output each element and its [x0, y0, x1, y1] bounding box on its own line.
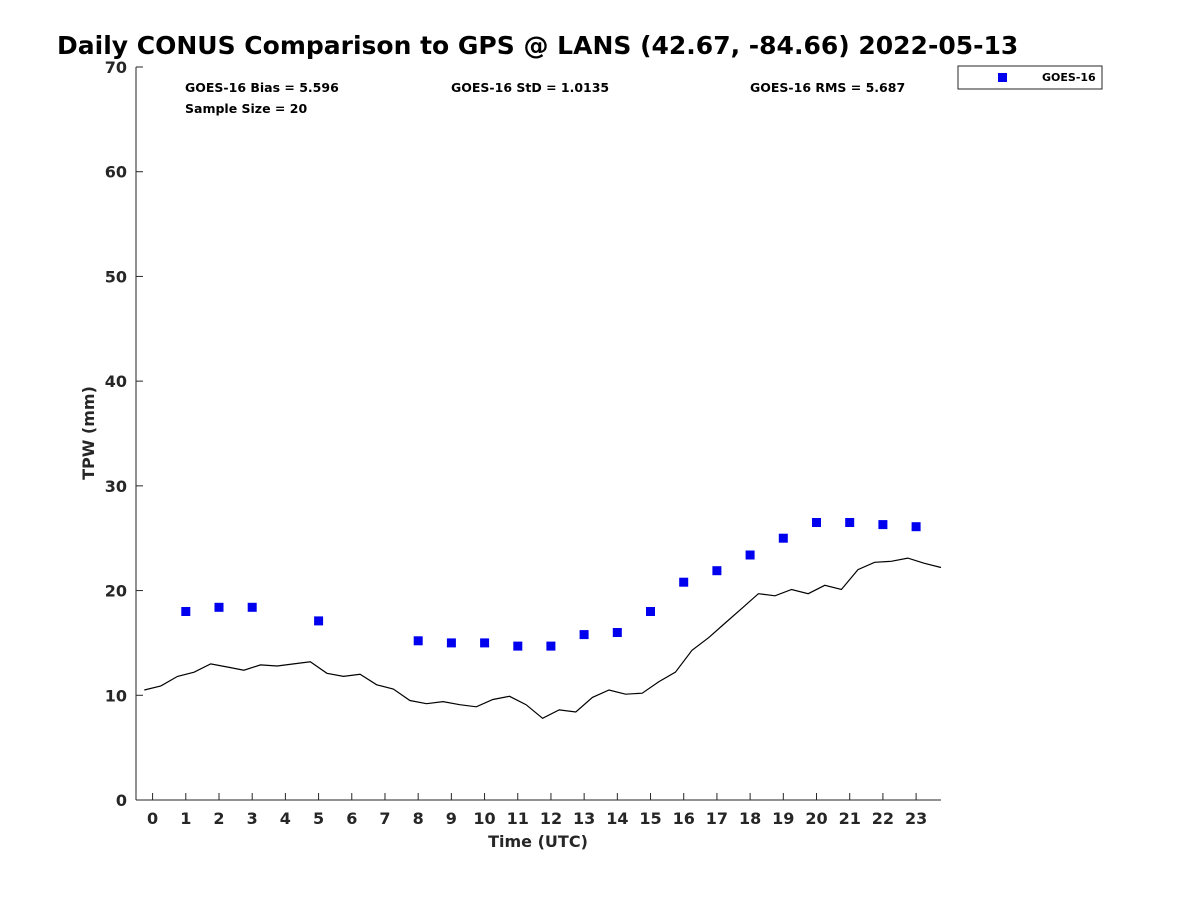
chart-title: Daily CONUS Comparison to GPS @ LANS (42…	[57, 31, 1018, 60]
y-tick-label: 20	[105, 582, 127, 601]
x-axis-ticks: 0 1 2 3 4 5 6 7 8 9 10 11 12 13 14 15 16 17 18 19 20 21 22 23	[147, 793, 927, 828]
y-axis-label: TPW (mm)	[79, 386, 98, 480]
goes16-point	[646, 607, 655, 616]
legend-label-goes16: GOES-16	[1042, 71, 1096, 84]
x-tick-label: 12	[540, 809, 562, 828]
goes16-point	[247, 602, 257, 612]
x-tick-label: 2	[213, 809, 224, 828]
y-tick-label: 0	[116, 791, 127, 810]
y-tick-label: 30	[105, 477, 127, 496]
x-axis-label: Time (UTC)	[488, 832, 588, 851]
goes16-point	[679, 577, 689, 587]
goes16-point	[911, 522, 921, 532]
goes16-point	[712, 566, 722, 576]
x-tick-label: 1	[180, 809, 191, 828]
y-axis-ticks: 0 10 20 30 40 50 60 70	[105, 58, 143, 810]
goes16-point	[778, 533, 788, 543]
x-tick-label: 19	[772, 809, 794, 828]
x-tick-label: 0	[147, 809, 158, 828]
goes16-point	[513, 641, 523, 651]
x-tick-label: 4	[280, 809, 291, 828]
x-tick-label: 15	[639, 809, 661, 828]
legend-marker	[998, 73, 1007, 82]
y-tick-label: 70	[105, 58, 127, 77]
rms-stat: GOES-16 RMS = 5.687	[750, 80, 905, 95]
y-tick-label: 10	[105, 686, 127, 705]
bias-stat: GOES-16 Bias = 5.596	[185, 80, 339, 95]
goes16-scatter-series	[181, 518, 921, 651]
x-tick-label: 20	[805, 809, 827, 828]
legend: GOES-16	[957, 65, 1103, 90]
goes16-point	[480, 638, 490, 648]
goes16-point	[214, 602, 224, 612]
goes16-point	[314, 616, 324, 626]
x-tick-label: 8	[413, 809, 424, 828]
legend-box	[957, 65, 1103, 90]
x-tick-label: 13	[573, 809, 595, 828]
sample-size-stat: Sample Size = 20	[185, 101, 307, 116]
x-tick-label: 17	[706, 809, 728, 828]
goes16-point	[812, 518, 821, 527]
std-stat: GOES-16 StD = 1.0135	[451, 80, 609, 95]
x-tick-label: 5	[313, 809, 324, 828]
goes16-point	[745, 550, 755, 560]
x-tick-label: 6	[346, 809, 357, 828]
goes16-point	[413, 636, 423, 646]
gps-tpw-line	[144, 557, 942, 720]
goes16-point	[546, 641, 556, 651]
x-tick-label: 9	[446, 809, 457, 828]
plot-area	[135, 67, 941, 801]
goes16-point	[579, 630, 589, 640]
goes16-point	[181, 607, 191, 616]
x-tick-label: 11	[507, 809, 529, 828]
x-tick-label: 10	[473, 809, 495, 828]
x-tick-label: 21	[839, 809, 861, 828]
goes16-point	[878, 520, 888, 530]
goes16-point	[446, 638, 456, 648]
x-tick-label: 3	[247, 809, 258, 828]
goes16-point	[612, 628, 622, 637]
x-tick-label: 22	[872, 809, 894, 828]
gps-line-series	[144, 557, 942, 720]
x-tick-label: 18	[739, 809, 761, 828]
goes16-point	[845, 518, 855, 527]
x-tick-label: 7	[379, 809, 390, 828]
y-tick-label: 60	[105, 163, 127, 182]
y-tick-label: 50	[105, 267, 127, 286]
x-tick-label: 23	[905, 809, 927, 828]
x-tick-label: 16	[673, 809, 695, 828]
x-tick-label: 14	[606, 809, 628, 828]
y-tick-label: 40	[105, 372, 127, 391]
